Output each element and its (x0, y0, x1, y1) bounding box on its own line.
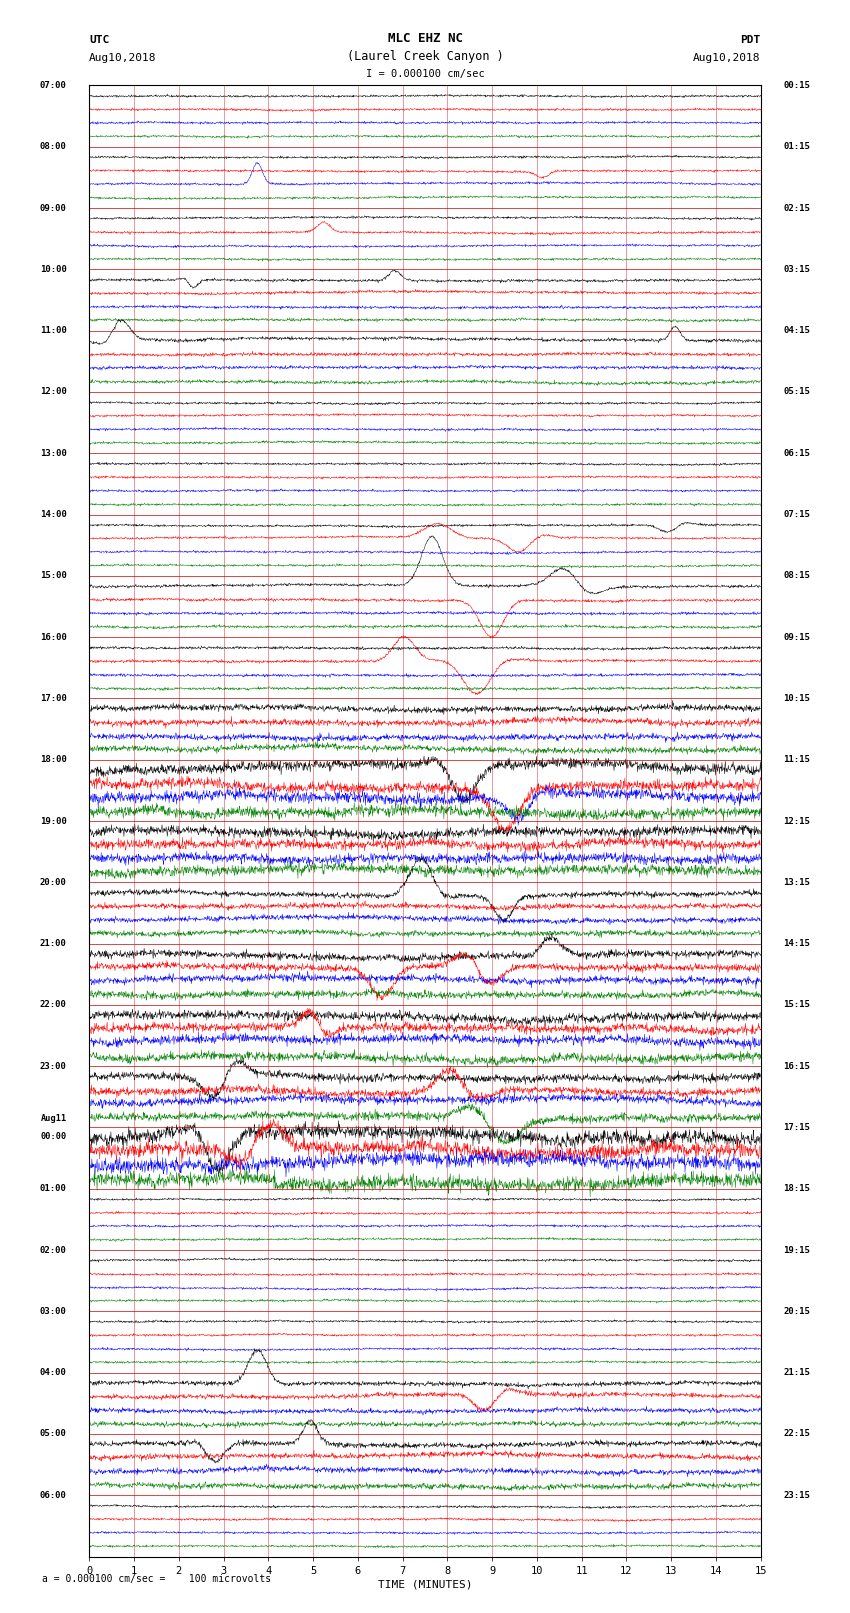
Text: (Laurel Creek Canyon ): (Laurel Creek Canyon ) (347, 50, 503, 63)
Text: 19:15: 19:15 (783, 1245, 810, 1255)
Text: 13:00: 13:00 (40, 448, 67, 458)
X-axis label: TIME (MINUTES): TIME (MINUTES) (377, 1579, 473, 1590)
Text: 09:15: 09:15 (783, 632, 810, 642)
Text: 18:00: 18:00 (40, 755, 67, 765)
Text: 23:15: 23:15 (783, 1490, 810, 1500)
Text: 08:00: 08:00 (40, 142, 67, 152)
Text: 17:15: 17:15 (783, 1123, 810, 1132)
Text: 14:00: 14:00 (40, 510, 67, 519)
Text: 09:00: 09:00 (40, 203, 67, 213)
Text: 10:00: 10:00 (40, 265, 67, 274)
Text: 01:15: 01:15 (783, 142, 810, 152)
Text: 01:00: 01:00 (40, 1184, 67, 1194)
Text: 03:15: 03:15 (783, 265, 810, 274)
Text: 16:15: 16:15 (783, 1061, 810, 1071)
Text: 00:00: 00:00 (41, 1132, 67, 1140)
Text: UTC: UTC (89, 35, 110, 45)
Text: 07:15: 07:15 (783, 510, 810, 519)
Text: Aug11: Aug11 (41, 1115, 67, 1123)
Text: 02:00: 02:00 (40, 1245, 67, 1255)
Text: 02:15: 02:15 (783, 203, 810, 213)
Text: 22:00: 22:00 (40, 1000, 67, 1010)
Text: 15:15: 15:15 (783, 1000, 810, 1010)
Text: 11:00: 11:00 (40, 326, 67, 336)
Text: 06:15: 06:15 (783, 448, 810, 458)
Text: 21:15: 21:15 (783, 1368, 810, 1378)
Text: PDT: PDT (740, 35, 761, 45)
Text: Aug10,2018: Aug10,2018 (694, 53, 761, 63)
Text: 16:00: 16:00 (40, 632, 67, 642)
Text: I = 0.000100 cm/sec: I = 0.000100 cm/sec (366, 69, 484, 79)
Text: 06:00: 06:00 (40, 1490, 67, 1500)
Text: 13:15: 13:15 (783, 877, 810, 887)
Text: 04:15: 04:15 (783, 326, 810, 336)
Text: 20:15: 20:15 (783, 1307, 810, 1316)
Text: a = 0.000100 cm/sec =    100 microvolts: a = 0.000100 cm/sec = 100 microvolts (42, 1574, 272, 1584)
Text: 19:00: 19:00 (40, 816, 67, 826)
Text: MLC EHZ NC: MLC EHZ NC (388, 32, 462, 45)
Text: 04:00: 04:00 (40, 1368, 67, 1378)
Text: 03:00: 03:00 (40, 1307, 67, 1316)
Text: 05:15: 05:15 (783, 387, 810, 397)
Text: 23:00: 23:00 (40, 1061, 67, 1071)
Text: 07:00: 07:00 (40, 81, 67, 90)
Text: 00:15: 00:15 (783, 81, 810, 90)
Text: 08:15: 08:15 (783, 571, 810, 581)
Text: 05:00: 05:00 (40, 1429, 67, 1439)
Text: 21:00: 21:00 (40, 939, 67, 948)
Text: 20:00: 20:00 (40, 877, 67, 887)
Text: 14:15: 14:15 (783, 939, 810, 948)
Text: 10:15: 10:15 (783, 694, 810, 703)
Text: 12:00: 12:00 (40, 387, 67, 397)
Text: 15:00: 15:00 (40, 571, 67, 581)
Text: 18:15: 18:15 (783, 1184, 810, 1194)
Text: 12:15: 12:15 (783, 816, 810, 826)
Text: Aug10,2018: Aug10,2018 (89, 53, 156, 63)
Text: 17:00: 17:00 (40, 694, 67, 703)
Text: 11:15: 11:15 (783, 755, 810, 765)
Text: 22:15: 22:15 (783, 1429, 810, 1439)
